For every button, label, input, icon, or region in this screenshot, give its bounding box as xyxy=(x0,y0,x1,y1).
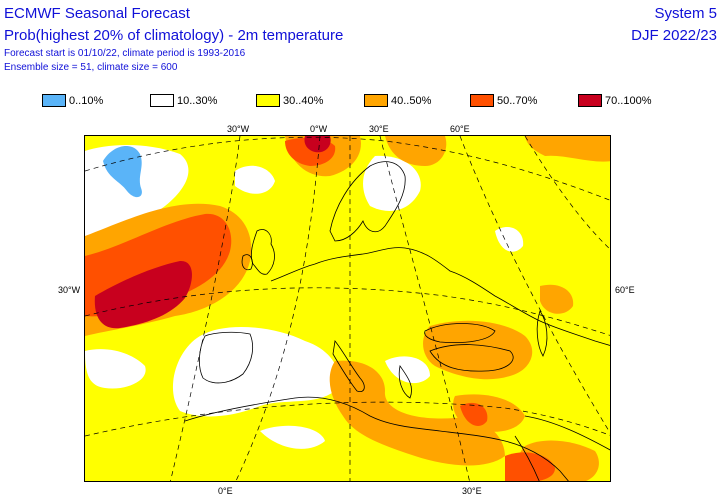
lat-label-left: 30°W xyxy=(58,285,81,295)
parallel-line xyxy=(85,136,610,201)
lon-label-top: 30°W xyxy=(227,124,250,134)
legend: 0..10% 10..30% 30..40% 40..50% 50..70% 7… xyxy=(0,94,725,114)
region-70-100 xyxy=(304,136,331,153)
region-10-30 xyxy=(85,349,146,389)
region-10-30 xyxy=(235,165,275,194)
legend-swatch xyxy=(150,94,174,107)
legend-label: 10..30% xyxy=(177,94,218,107)
region-50-70 xyxy=(505,452,555,481)
legend-item: 30..40% xyxy=(256,94,323,107)
parallel-line xyxy=(85,287,610,336)
lon-label-top: 60°E xyxy=(450,124,470,134)
region-40-50 xyxy=(329,360,505,466)
coastline-greece xyxy=(398,365,412,399)
coastline-italy xyxy=(332,340,365,393)
title-line1: ECMWF Seasonal Forecast xyxy=(4,5,190,22)
meridian-line xyxy=(235,136,321,481)
legend-label: 30..40% xyxy=(283,94,324,107)
coastlines xyxy=(184,161,610,481)
region-10-30 xyxy=(260,425,325,449)
region-40-50 xyxy=(385,136,447,166)
coastline-ireland xyxy=(241,254,253,271)
region-0-10 xyxy=(103,145,142,198)
map-canvas xyxy=(85,136,610,481)
meridian-line xyxy=(524,136,610,250)
parallel-line xyxy=(85,401,610,437)
title-line2: Prob(highest 20% of climatology) - 2m te… xyxy=(4,27,344,44)
season-label: DJF 2022/23 xyxy=(631,27,717,44)
coastline-europe xyxy=(270,247,610,346)
lon-label-bottom: 30°E xyxy=(462,486,482,496)
region-50-70 xyxy=(460,402,488,426)
coastline-caspian xyxy=(536,310,548,357)
coastline-red-sea xyxy=(514,435,540,481)
lon-label-top: 0°W xyxy=(310,124,328,134)
legend-swatch xyxy=(364,94,388,107)
legend-swatch xyxy=(256,94,280,107)
coastline-scandinavia xyxy=(329,161,406,242)
legend-swatch xyxy=(470,94,494,107)
region-10-30 xyxy=(495,226,524,252)
region-10-30 xyxy=(385,356,430,384)
region-10-30 xyxy=(172,326,339,417)
graticule xyxy=(85,136,610,481)
lat-label-right: 60°E xyxy=(615,285,635,295)
coastline-black-sea xyxy=(424,323,496,343)
legend-label: 40..50% xyxy=(391,94,432,107)
legend-item: 40..50% xyxy=(364,94,431,107)
legend-swatch xyxy=(42,94,66,107)
legend-item: 10..30% xyxy=(150,94,217,107)
legend-label: 50..70% xyxy=(497,94,538,107)
legend-item: 70..100% xyxy=(578,94,651,107)
coastline-iberia xyxy=(199,331,254,384)
legend-label: 0..10% xyxy=(69,94,104,107)
coastline-britain xyxy=(250,229,275,275)
meridian-line xyxy=(459,136,610,434)
meridian-line xyxy=(379,136,470,481)
legend-item: 50..70% xyxy=(470,94,537,107)
region-40-50 xyxy=(525,136,610,162)
probability-map xyxy=(84,135,611,482)
region-40-50 xyxy=(423,320,533,380)
region-70-100 xyxy=(94,260,192,329)
legend-item: 0..10% xyxy=(42,94,103,107)
system-label: System 5 xyxy=(654,5,717,22)
lon-label-top: 30°E xyxy=(369,124,389,134)
coastline-arabia xyxy=(524,415,610,451)
lon-label-bottom: 0°E xyxy=(218,486,233,496)
ensemble-info: Ensemble size = 51, climate size = 600 xyxy=(4,62,178,73)
legend-label: 70..100% xyxy=(605,94,652,107)
coastline-turkey xyxy=(429,344,514,372)
coastline-africa xyxy=(184,396,569,481)
legend-swatch xyxy=(578,94,602,107)
region-40-50 xyxy=(540,284,574,314)
forecast-info: Forecast start is 01/10/22, climate peri… xyxy=(4,48,246,59)
